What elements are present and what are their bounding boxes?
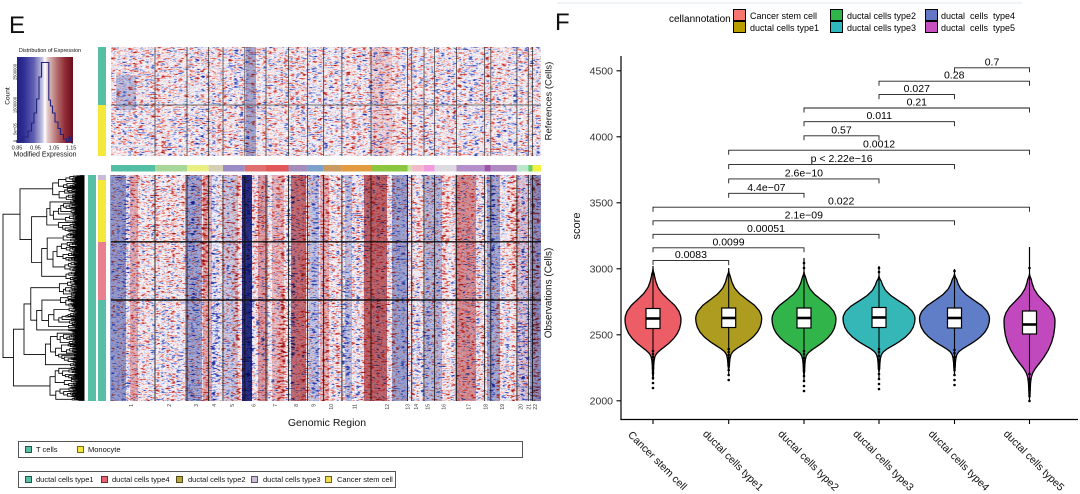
svg-text:1.05: 1.05 [49, 146, 60, 152]
svg-text:0.7: 0.7 [985, 56, 1000, 68]
svg-text:7: 7 [273, 404, 279, 407]
svg-text:0.85: 0.85 [12, 146, 23, 152]
svg-text:ductal cells type2: ductal cells type2 [775, 428, 841, 494]
svg-text:1500000: 1500000 [13, 96, 18, 113]
svg-text:0.022: 0.022 [828, 196, 854, 208]
svg-text:19: 19 [500, 404, 506, 410]
svg-text:22: 22 [533, 404, 539, 410]
svg-text:0.0083: 0.0083 [675, 249, 707, 261]
svg-text:Modified Expression: Modified Expression [13, 152, 76, 159]
svg-text:2.6e−10: 2.6e−10 [785, 167, 823, 179]
svg-text:2: 2 [167, 404, 173, 407]
svg-text:3000: 3000 [590, 263, 614, 275]
svg-text:0.027: 0.027 [904, 83, 930, 95]
svg-text:2.1e−09: 2.1e−09 [785, 209, 823, 221]
svg-text:20: 20 [519, 404, 525, 410]
svg-text:21: 21 [526, 404, 532, 410]
svg-text:ductal cells type3: ductal cells type3 [850, 428, 916, 494]
svg-text:1.15: 1.15 [66, 146, 77, 152]
svg-text:10: 10 [329, 404, 335, 410]
svg-text:References (Cells): References (Cells) [544, 62, 555, 141]
svg-text:ductal cells type1: ductal cells type1 [700, 428, 766, 494]
svg-text:Genomic Region: Genomic Region [288, 417, 366, 429]
svg-text:0.00051: 0.00051 [747, 223, 785, 235]
svg-text:17: 17 [467, 404, 473, 410]
svg-text:9: 9 [312, 404, 318, 407]
svg-text:2500000: 2500000 [13, 63, 18, 80]
svg-text:11: 11 [352, 404, 358, 409]
svg-text:Cancer stem cell: Cancer stem cell [625, 429, 689, 493]
svg-text:0.0012: 0.0012 [863, 139, 895, 151]
svg-text:1: 1 [129, 404, 135, 407]
svg-text:18: 18 [484, 404, 490, 410]
svg-text:4.4e−07: 4.4e−07 [747, 182, 785, 194]
svg-text:5: 5 [230, 404, 236, 407]
svg-text:0.57: 0.57 [831, 124, 852, 136]
svg-text:Count: Count [5, 87, 12, 105]
svg-text:0: 0 [13, 139, 18, 142]
svg-text:12: 12 [385, 404, 391, 410]
svg-text:15: 15 [425, 404, 431, 410]
svg-text:13: 13 [406, 404, 412, 410]
svg-text:5e+05: 5e+05 [13, 122, 18, 134]
svg-text:0.21: 0.21 [907, 97, 928, 109]
svg-text:ductal cells type4: ductal cells type4 [926, 428, 992, 494]
svg-text:6: 6 [251, 404, 257, 407]
svg-text:0.011: 0.011 [866, 110, 892, 122]
svg-text:4000: 4000 [590, 131, 614, 143]
svg-text:2500: 2500 [590, 329, 614, 341]
svg-text:8: 8 [294, 404, 300, 407]
svg-text:3: 3 [194, 404, 200, 407]
svg-text:3500: 3500 [590, 197, 614, 209]
svg-text:4500: 4500 [590, 65, 614, 77]
svg-text:0.95: 0.95 [30, 146, 41, 152]
svg-text:16: 16 [442, 404, 448, 410]
svg-text:2000: 2000 [590, 395, 614, 407]
svg-text:p < 2.22e−16: p < 2.22e−16 [811, 153, 873, 165]
svg-text:Observations (Cells): Observations (Cells) [544, 248, 555, 339]
svg-text:0.0099: 0.0099 [712, 236, 744, 248]
svg-text:score: score [571, 213, 583, 240]
svg-text:14: 14 [414, 404, 420, 410]
svg-text:ductal cells type5: ductal cells type5 [1001, 428, 1067, 494]
svg-text:4: 4 [212, 404, 218, 407]
svg-text:0.28: 0.28 [944, 70, 965, 82]
